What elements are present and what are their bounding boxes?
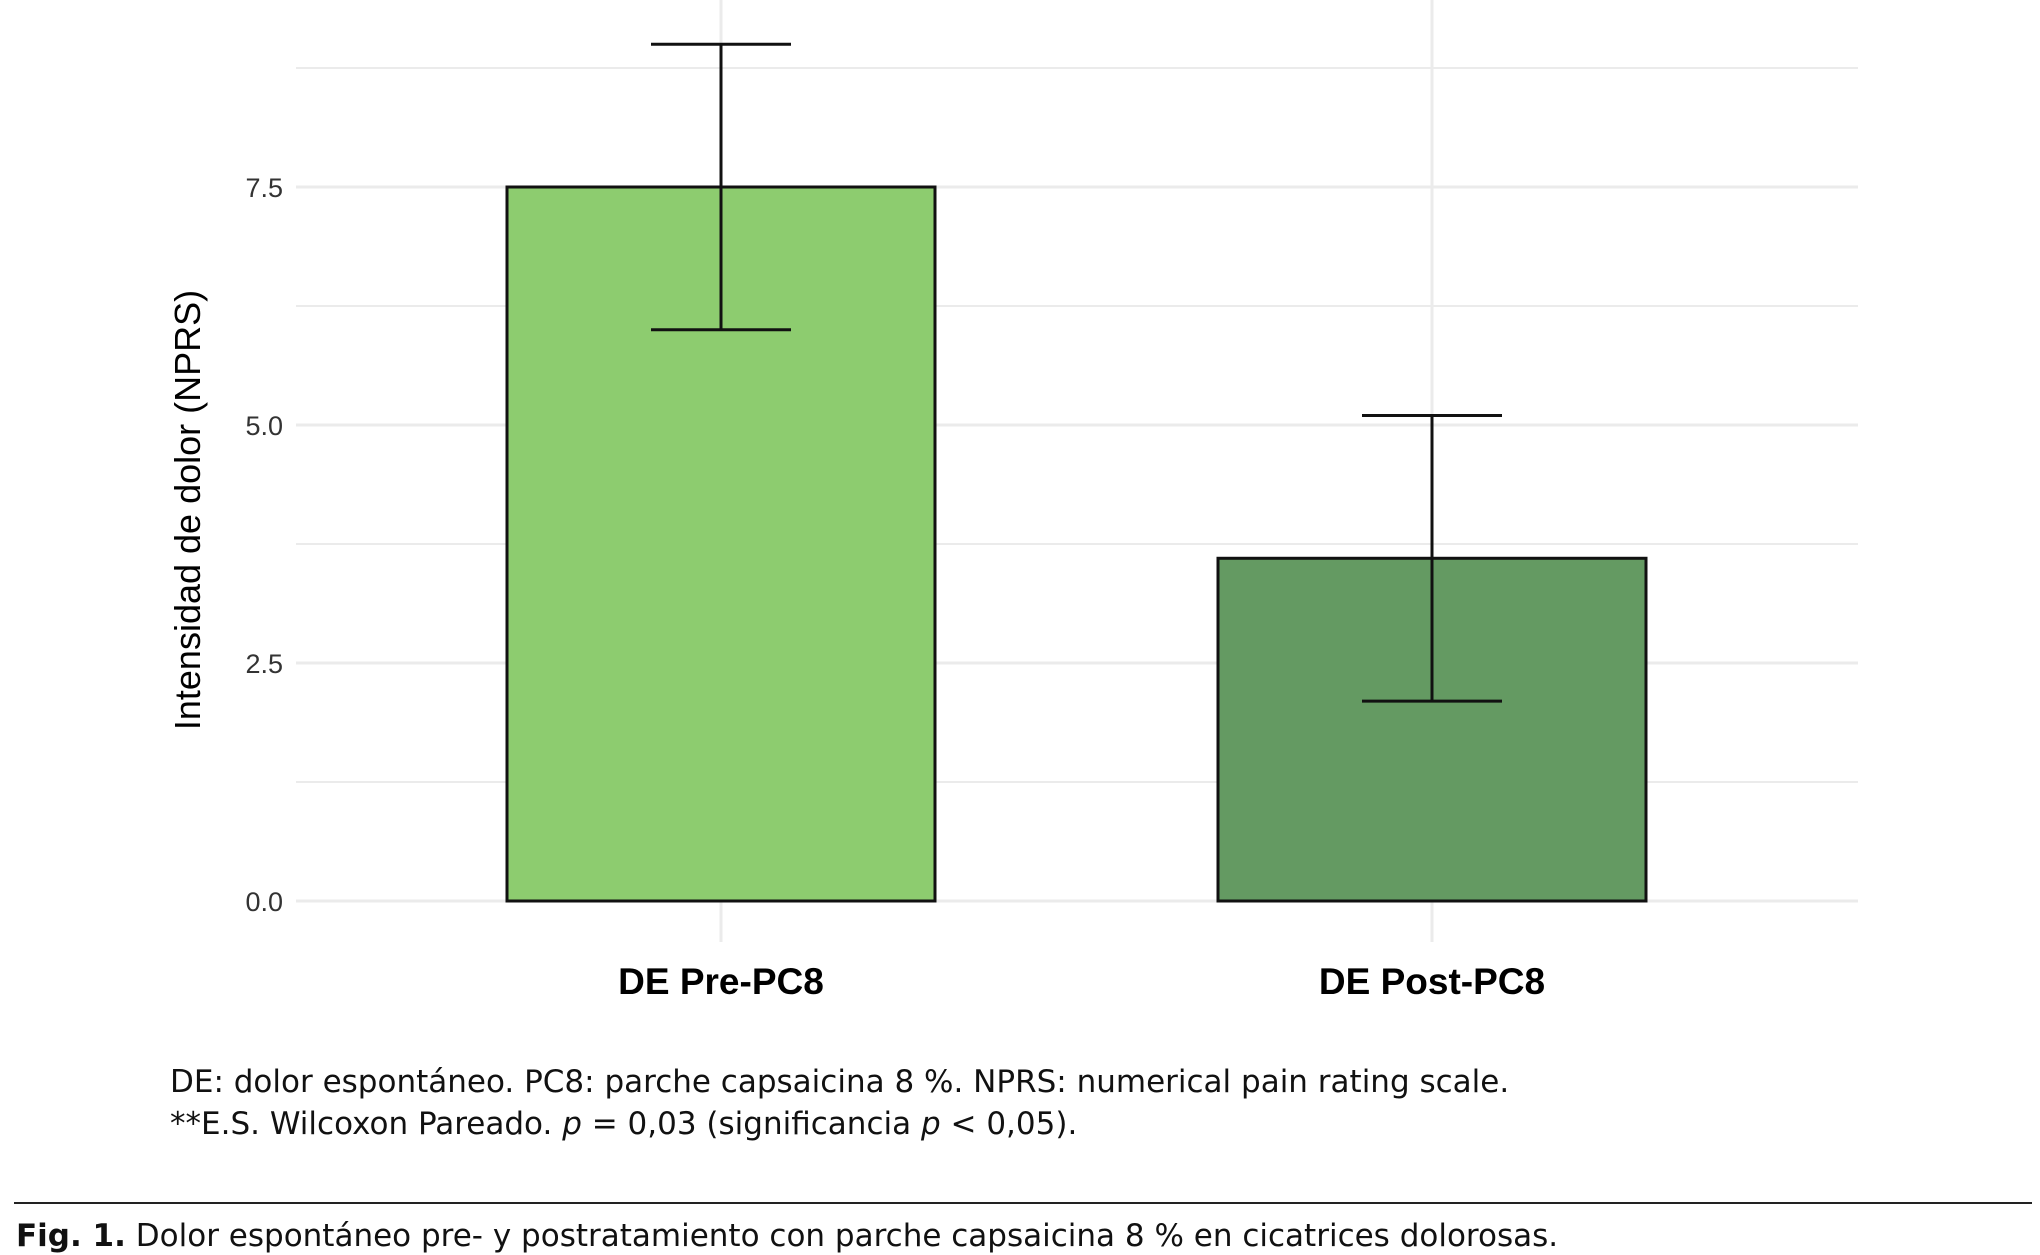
x-ticks: DE Pre-PC8 DE Post-PC8 (618, 961, 1545, 1002)
y-tick-label: 0.0 (245, 887, 283, 917)
y-tick-label: 7.5 (245, 173, 283, 203)
y-tick-label: 2.5 (245, 649, 283, 679)
y-tick-label: 5.0 (245, 411, 283, 441)
y-axis-label: Intensidad de dolor (NPRS) (167, 290, 208, 730)
footnote-line-2: **E.S. Wilcoxon Pareado. p = 0,03 (signi… (170, 1106, 1077, 1142)
x-tick-label: DE Post-PC8 (1319, 961, 1545, 1002)
y-ticks: 0.0 2.5 5.0 7.5 (245, 173, 283, 917)
error-bars (651, 42, 1502, 703)
x-tick-label: DE Pre-PC8 (618, 961, 824, 1002)
figure-caption: Fig. 1. Dolor espontáneo pre- y postrata… (16, 1218, 1558, 1254)
footnote-line-1: DE: dolor espontáneo. PC8: parche capsai… (170, 1064, 1509, 1100)
